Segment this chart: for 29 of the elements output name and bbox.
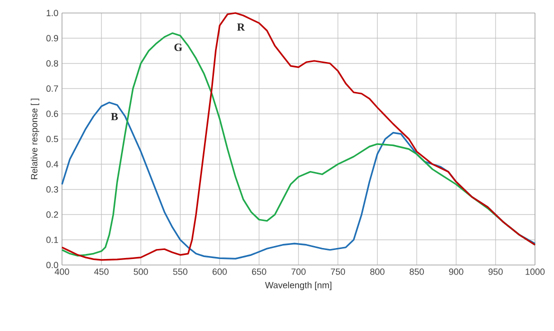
y-tick-label: 1.0: [46, 10, 58, 16]
x-tick-label: 850: [410, 268, 424, 275]
x-tick-label: 800: [370, 268, 384, 275]
y-tick-label: 0.3: [46, 186, 58, 193]
y-tick-label: 0.5: [46, 136, 58, 142]
x-tick-label: 400: [54, 268, 70, 275]
x-tick-label: 550: [173, 268, 188, 275]
y-tick-label: 0.0: [46, 262, 58, 268]
x-tick-label: 700: [291, 268, 306, 275]
x-tick-label: 900: [449, 268, 464, 275]
x-tick-label: 450: [94, 268, 109, 275]
series-label: B: [111, 112, 118, 120]
series-label: G: [174, 44, 182, 52]
x-tick-label: 950: [488, 268, 503, 275]
x-tick-label: 500: [134, 268, 148, 275]
x-tick-label: 600: [212, 268, 227, 275]
series-label: R: [237, 23, 245, 31]
y-tick-label: 0.2: [46, 211, 58, 218]
x-tick-label: 750: [330, 268, 346, 275]
y-tick-label: 0.1: [46, 236, 58, 243]
y-axis-title: Relative response [ ]: [30, 98, 40, 180]
y-tick-label: 0.9: [46, 35, 58, 42]
y-tick-label: 0.8: [46, 60, 58, 67]
y-tick-label: 0.6: [46, 110, 58, 117]
x-axis-title: Wavelength [nm]: [265, 282, 332, 290]
x-tick-label: 1000: [526, 268, 545, 275]
y-tick-label: 0.7: [46, 85, 58, 92]
x-tick-label: 650: [252, 268, 266, 275]
y-tick-label: 0.4: [46, 161, 58, 168]
